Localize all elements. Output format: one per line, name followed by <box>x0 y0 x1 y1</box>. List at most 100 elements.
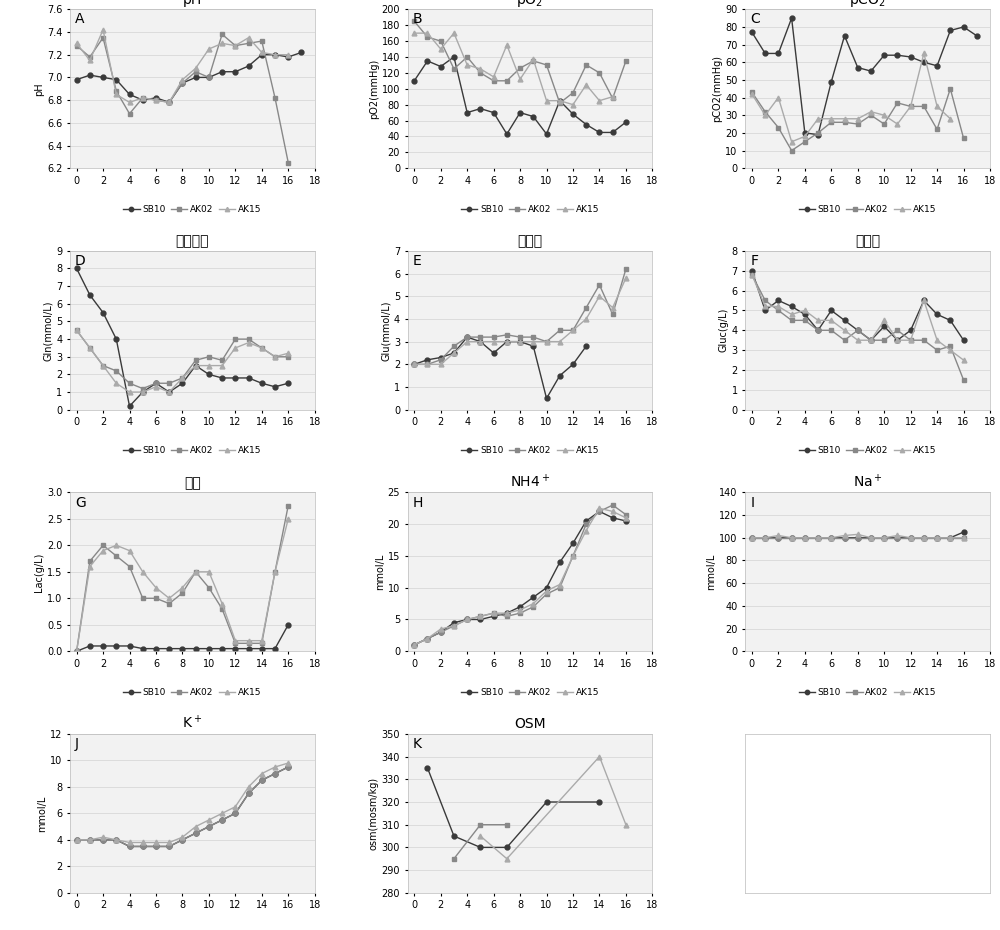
SB10 <box>474 842 486 853</box>
AK15 <box>567 100 579 111</box>
SB10 <box>282 619 294 631</box>
AK15 <box>150 837 162 848</box>
Text: G: G <box>75 496 86 510</box>
AK15 <box>229 801 241 812</box>
SB10 <box>110 334 122 345</box>
SB10 <box>825 532 837 543</box>
SB10 <box>176 834 188 845</box>
AK15 <box>176 831 188 843</box>
AK02 <box>408 359 420 370</box>
SB10 <box>567 538 579 549</box>
AK02 <box>176 77 188 88</box>
AK15 <box>905 335 917 346</box>
AK02 <box>421 359 433 370</box>
AK15 <box>514 604 526 616</box>
AK02 <box>839 532 851 543</box>
AK15 <box>176 372 188 383</box>
SB10 <box>150 378 162 389</box>
AK02 <box>958 532 970 543</box>
SB10 <box>746 27 758 38</box>
SB10 <box>408 359 420 370</box>
AK02 <box>541 589 553 600</box>
AK15 <box>150 95 162 106</box>
SB10 <box>514 601 526 612</box>
SB10 <box>878 321 890 332</box>
SB10 <box>931 60 943 72</box>
AK02 <box>474 67 486 78</box>
AK15 <box>786 309 798 320</box>
AK02 <box>620 263 632 274</box>
AK02 <box>150 95 162 106</box>
SB10 <box>607 126 619 138</box>
SB10 <box>944 25 956 36</box>
SB10 <box>852 532 864 543</box>
SB10 <box>759 47 771 59</box>
Line: AK02: AK02 <box>74 503 291 654</box>
SB10 <box>554 370 566 381</box>
SB10 <box>527 111 539 122</box>
AK15 <box>799 305 811 316</box>
AK02 <box>163 598 175 609</box>
SB10 <box>176 77 188 88</box>
AK02 <box>488 607 500 618</box>
Title: 谷氨酰胺: 谷氨酰胺 <box>176 234 209 248</box>
Line: AK15: AK15 <box>74 27 291 105</box>
AK02 <box>527 331 539 342</box>
AK15 <box>163 97 175 108</box>
SB10 <box>554 557 566 568</box>
AK02 <box>620 509 632 520</box>
SB10 <box>421 354 433 365</box>
AK15 <box>527 54 539 65</box>
AK15 <box>163 837 175 848</box>
SB10 <box>905 532 917 543</box>
AK15 <box>759 301 771 312</box>
AK15 <box>243 781 255 792</box>
SB10 <box>137 643 149 654</box>
SB10 <box>891 532 903 543</box>
SB10 <box>421 633 433 644</box>
AK15 <box>190 821 202 832</box>
SB10 <box>448 51 460 62</box>
AK02 <box>71 834 83 845</box>
AK02 <box>580 302 592 313</box>
SB10 <box>150 841 162 852</box>
AK15 <box>216 808 228 819</box>
AK02 <box>759 295 771 306</box>
AK02 <box>229 334 241 345</box>
AK02 <box>918 335 930 346</box>
SB10 <box>786 532 798 543</box>
AK15 <box>852 529 864 540</box>
AK15 <box>190 360 202 371</box>
AK15 <box>435 44 447 55</box>
AK15 <box>474 336 486 347</box>
AK15 <box>607 91 619 102</box>
AK02 <box>812 532 824 543</box>
AK15 <box>256 635 268 646</box>
AK15 <box>124 837 136 848</box>
AK15 <box>931 532 943 543</box>
SB10 <box>84 289 96 300</box>
SB10 <box>282 762 294 773</box>
AK02 <box>216 354 228 365</box>
AK02 <box>124 841 136 852</box>
AK15 <box>488 336 500 347</box>
AK15 <box>825 532 837 543</box>
AK02 <box>124 561 136 572</box>
AK02 <box>607 93 619 104</box>
AK15 <box>905 532 917 543</box>
AK15 <box>918 295 930 306</box>
AK15 <box>243 635 255 646</box>
AK15 <box>772 92 784 103</box>
SB10 <box>203 643 215 654</box>
SB10 <box>229 643 241 654</box>
AK15 <box>746 88 758 100</box>
SB10 <box>84 641 96 652</box>
Text: I: I <box>750 496 754 510</box>
SB10 <box>243 372 255 383</box>
AK15 <box>554 579 566 591</box>
SB10 <box>905 51 917 62</box>
SB10 <box>786 12 798 23</box>
AK15 <box>812 113 824 125</box>
AK15 <box>448 28 460 39</box>
AK02 <box>772 305 784 316</box>
